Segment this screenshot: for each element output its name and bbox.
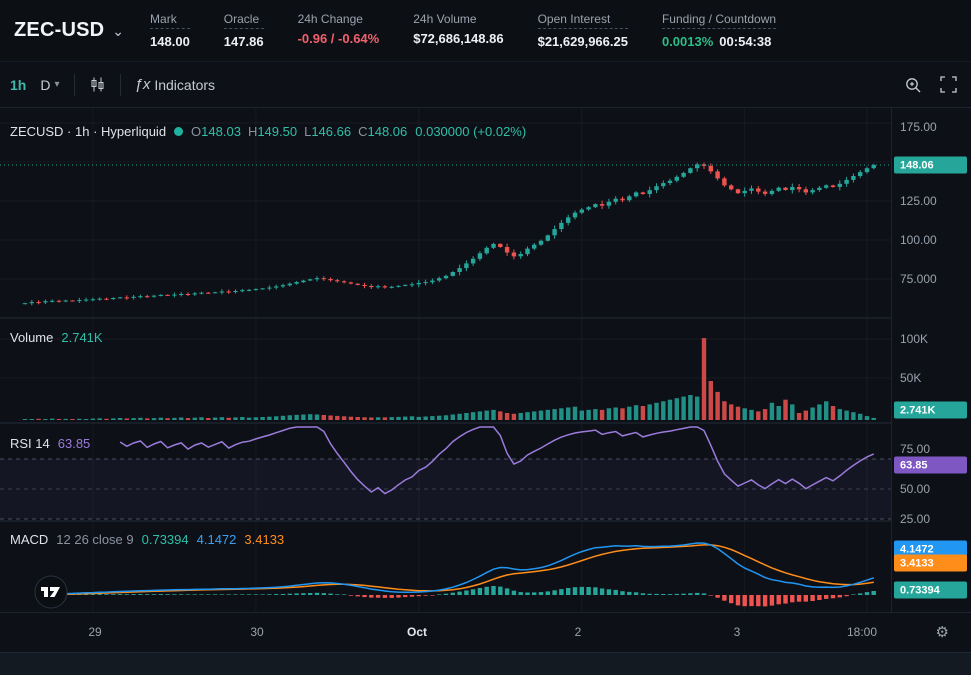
axis-label: 50.00 <box>900 482 931 496</box>
stat-label[interactable]: Funding / Countdown <box>661 12 777 29</box>
rsi-legend[interactable]: RSI 14 63.85 <box>10 436 90 451</box>
ohlc-key: H <box>247 124 258 139</box>
stat-value: $72,686,148.86 <box>413 31 504 46</box>
stat-value: 148.00 <box>150 34 190 49</box>
settings-gear-icon[interactable]: ⚙ <box>935 624 949 641</box>
stat-label: 24h Volume <box>413 12 477 26</box>
stat-value: $21,629,966.25 <box>537 34 628 49</box>
fx-icon: ƒx <box>134 76 151 93</box>
macd-params: 12 26 close 9 <box>56 532 134 547</box>
zoom-icon[interactable] <box>904 76 922 94</box>
toolbar-left: 1h D ▾ ƒx Indicators <box>0 73 216 96</box>
axis-label: 175.00 <box>900 120 937 134</box>
axis-label: 75.00 <box>900 442 931 456</box>
stat-funding-countdown: Funding / Countdown 0.0013% 00:54:38 <box>661 12 777 49</box>
volume-label: Volume <box>10 330 54 345</box>
status-dot-icon <box>174 127 184 136</box>
interval-button[interactable]: 1h <box>10 76 27 93</box>
time-axis[interactable]: ⚙ 29 30 Oct 2 3 18:00 <box>0 612 971 652</box>
time-tick-label: Oct <box>406 625 428 639</box>
ohlc-value: 148.06 <box>367 124 408 139</box>
stat-label[interactable]: Open Interest <box>537 12 628 29</box>
ohlc-values: O148.03 H149.50 L146.66 C148.06 <box>191 124 407 139</box>
change-value: 0.030000 (+0.02%) <box>415 124 527 139</box>
rsi-label: RSI 14 <box>10 436 50 451</box>
axis-label: 75.000 <box>900 272 937 286</box>
chart-title: ZECUSD · 1h · Hyperliquid <box>10 124 167 139</box>
funding-countdown: 00:54:38 <box>719 34 772 49</box>
topbar: ZEC-USD ⌄ Mark 148.00 Oracle 147.86 24h … <box>0 0 971 62</box>
indicators-label: Indicators <box>154 76 216 93</box>
volume-legend[interactable]: Volume 2.741K <box>10 330 103 345</box>
time-tick-label: 18:00 <box>846 625 878 639</box>
ohlc-value: 146.66 <box>311 124 352 139</box>
time-tick-label: 30 <box>250 625 264 639</box>
chevron-down-icon: ⌄ <box>112 23 125 39</box>
funding-rate: 0.0013% <box>661 34 714 49</box>
toolbar-divider <box>119 73 121 96</box>
chart-style-button[interactable] <box>89 76 106 93</box>
stat-oracle: Oracle 147.86 <box>223 12 264 49</box>
timeframe-button[interactable]: D ▾ <box>40 77 59 93</box>
ohlc-key: C <box>358 124 368 139</box>
coin-symbol: ZEC-USD <box>14 19 105 41</box>
macd-signal-badge: 3.4133 <box>894 554 967 572</box>
volume-badge: 2.741K <box>894 401 967 419</box>
axis-label: 100K <box>900 332 929 346</box>
macd-line-badge: 4.1472 <box>894 540 967 558</box>
price-axis[interactable]: 175.00 125.00 100.00 75.000 100K 50K 75.00 50.0… <box>891 108 971 612</box>
last-price-badge: 148.06 <box>894 156 967 174</box>
stat-label[interactable]: Mark <box>150 12 190 29</box>
ohlc-key: L <box>304 124 312 139</box>
axis-label: 50K <box>900 371 922 385</box>
coin-selector[interactable]: ZEC-USD ⌄ <box>0 19 150 42</box>
candles-icon <box>91 77 103 92</box>
rsi-value: 63.85 <box>57 436 91 451</box>
market-stats: Mark 148.00 Oracle 147.86 24h Change -0.… <box>150 12 777 49</box>
macd-legend[interactable]: MACD 12 26 close 9 0.73394 4.1472 3.4133 <box>10 532 284 547</box>
indicators-button[interactable]: ƒx Indicators <box>135 76 216 93</box>
toolbar-right <box>904 76 971 94</box>
macd-hist-value: 0.73394 <box>141 532 189 547</box>
macd-label: MACD <box>10 532 49 547</box>
timeframe-label: D <box>40 76 51 93</box>
time-tick-label: 29 <box>88 625 102 639</box>
chart-canvas[interactable] <box>0 108 891 612</box>
macd-signal-value: 3.4133 <box>244 532 285 547</box>
stat-24h-volume: 24h Volume $72,686,148.86 <box>413 12 503 46</box>
chart-toolbar: 1h D ▾ ƒx Indicators <box>0 62 971 108</box>
time-tick-label: 2 <box>574 625 582 639</box>
bottom-panel-edge <box>0 652 971 675</box>
stat-label[interactable]: Oracle <box>223 12 264 29</box>
stat-value: -0.96 / -0.64% <box>297 31 380 46</box>
axis-label: 100.00 <box>900 233 937 247</box>
fullscreen-icon[interactable] <box>940 76 957 93</box>
price-legend[interactable]: ZECUSD · 1h · Hyperliquid O148.03 H149.5… <box>10 124 526 139</box>
chevron-down-icon: ▾ <box>54 79 60 90</box>
volume-value: 2.741K <box>61 330 103 345</box>
time-tick-label: 3 <box>733 625 741 639</box>
stat-value: 147.86 <box>223 34 264 49</box>
stat-label: 24h Change <box>297 12 363 26</box>
ohlc-value: 149.50 <box>257 124 298 139</box>
toolbar-divider <box>73 73 75 96</box>
stat-value: 0.0013% 00:54:38 <box>662 34 776 49</box>
rsi-badge: 63.85 <box>894 456 967 474</box>
stat-mark: Mark 148.00 <box>150 12 190 49</box>
stat-open-interest: Open Interest $21,629,966.25 <box>537 12 628 49</box>
axis-label: 25.00 <box>900 512 931 526</box>
ohlc-key: O <box>191 124 202 139</box>
macd-hist-badge: 0.73394 <box>894 581 967 599</box>
ohlc-value: 148.03 <box>201 124 241 139</box>
stat-24h-change: 24h Change -0.96 / -0.64% <box>298 12 380 46</box>
axis-label: 125.00 <box>900 194 937 208</box>
macd-line-value: 4.1472 <box>196 532 237 547</box>
chart-area[interactable]: ZECUSD · 1h · Hyperliquid O148.03 H149.5… <box>0 108 891 612</box>
